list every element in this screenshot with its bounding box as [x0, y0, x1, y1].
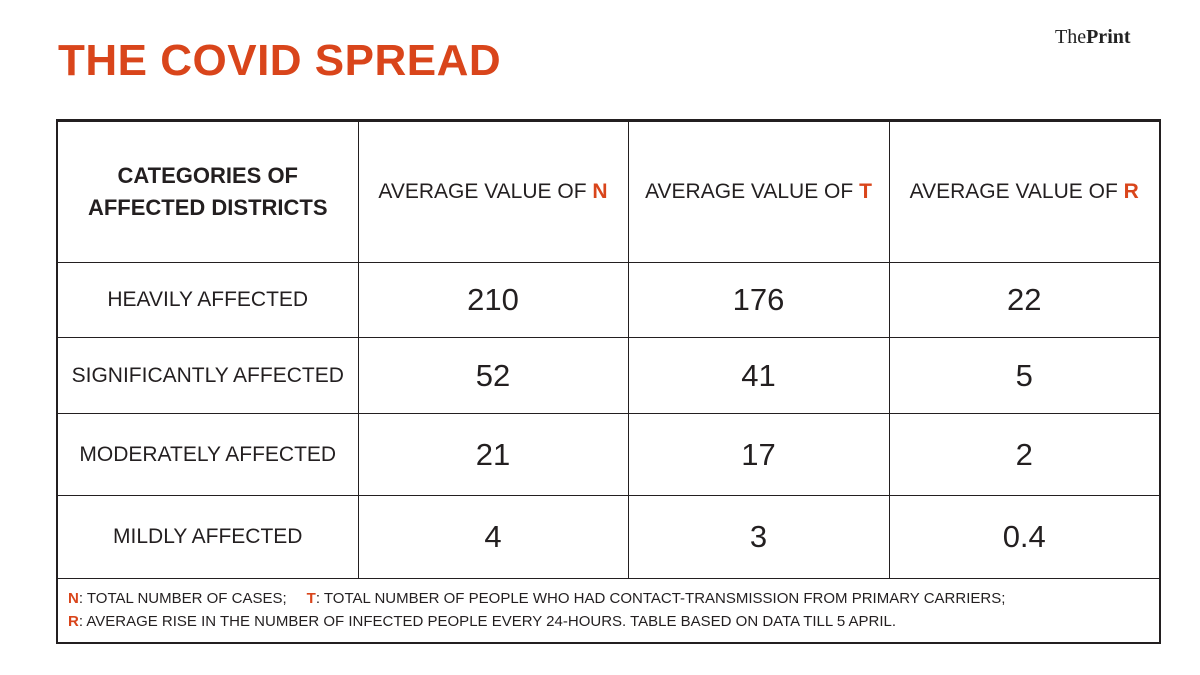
- header-text: AVERAGE VALUE OF: [909, 180, 1118, 203]
- value-cell: 4: [357, 495, 629, 579]
- row: MILDLY AFFECTED 4 3 0.4: [58, 495, 1159, 579]
- footnote-text: : TOTAL NUMBER OF CASES;: [78, 590, 287, 607]
- header-letter: T: [859, 180, 872, 203]
- value-cell: 176: [627, 262, 890, 338]
- row: SIGNIFICANTLY AFFECTED 52 41 5: [58, 337, 1159, 414]
- category-cell: MILDLY AFFECTED: [58, 495, 359, 579]
- brand-pre: The: [1055, 26, 1087, 48]
- category-cell: SIGNIFICANTLY AFFECTED: [58, 337, 359, 414]
- brand-main: Print: [1086, 26, 1131, 48]
- header-letter: N: [592, 180, 608, 203]
- header-cell: AVERAGE VALUE OF N: [357, 121, 629, 263]
- header-cell: AVERAGE VALUE OF T: [627, 121, 890, 263]
- header-letter: R: [1123, 180, 1139, 203]
- brand: ThePrint: [1055, 26, 1131, 49]
- row: HEAVILY AFFECTED 210 176 22: [58, 262, 1159, 338]
- footnote: N: TOTAL NUMBER OF CASES; T: TOTAL NUMBER…: [58, 579, 1159, 633]
- value-cell: 2: [888, 413, 1159, 496]
- header-cell: AVERAGE VALUE OF R: [888, 121, 1159, 263]
- footnote-key: N: [68, 590, 79, 607]
- footnote-text: : AVERAGE RISE IN THE NUMBER OF INFECTED…: [78, 613, 897, 630]
- table-box: CATEGORIES OF AFFECTED DISTRICTS AVERAGE …: [56, 119, 1161, 644]
- value-cell: 5: [888, 337, 1159, 414]
- value-cell: 21: [357, 413, 629, 496]
- header-text: AVERAGE VALUE OF: [378, 180, 587, 203]
- header-cell: CATEGORIES OF AFFECTED DISTRICTS: [58, 121, 359, 263]
- footnote-key: T: [306, 590, 316, 607]
- value-cell: 3: [627, 495, 890, 579]
- footnote-text: : TOTAL NUMBER OF PEOPLE WHO HAD CONTACT…: [315, 590, 1006, 607]
- category-cell: MODERATELY AFFECTED: [58, 413, 359, 496]
- header-text: AVERAGE VALUE OF: [645, 180, 854, 203]
- value-cell: 210: [357, 262, 629, 338]
- category-cell: HEAVILY AFFECTED: [58, 262, 359, 338]
- value-cell: 17: [627, 413, 890, 496]
- row: MODERATELY AFFECTED 21 17 2: [58, 413, 1159, 496]
- title: THE COVID SPREAD: [58, 36, 502, 85]
- footnote-line: N: TOTAL NUMBER OF CASES; T: TOTAL NUMBER…: [68, 587, 1149, 610]
- header-row: CATEGORIES OF AFFECTED DISTRICTS AVERAGE …: [58, 121, 1159, 263]
- value-cell: 22: [888, 262, 1159, 338]
- table: CATEGORIES OF AFFECTED DISTRICTS AVERAGE …: [58, 121, 1159, 579]
- footnote-key: R: [68, 613, 79, 630]
- value-cell: 52: [357, 337, 629, 414]
- value-cell: 41: [627, 337, 890, 414]
- value-cell: 0.4: [888, 495, 1159, 579]
- footnote-line: R: AVERAGE RISE IN THE NUMBER OF INFECTE…: [68, 610, 1149, 633]
